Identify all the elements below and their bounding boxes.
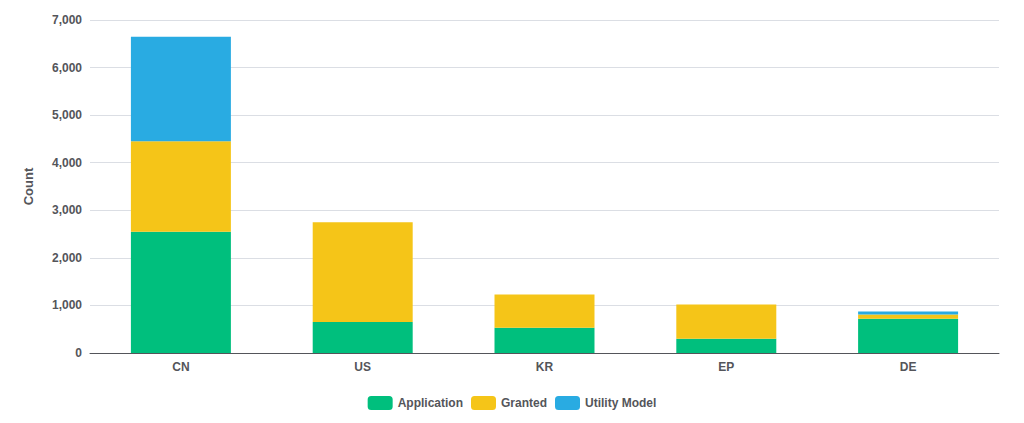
svg-text:EP: EP	[718, 360, 734, 374]
svg-text:0: 0	[75, 346, 82, 360]
svg-text:CN: CN	[172, 360, 189, 374]
svg-text:7,000: 7,000	[52, 13, 82, 27]
svg-text:6,000: 6,000	[52, 61, 82, 75]
svg-text:5,000: 5,000	[52, 108, 82, 122]
svg-text:US: US	[354, 360, 371, 374]
svg-text:1,000: 1,000	[52, 298, 82, 312]
svg-text:KR: KR	[536, 360, 554, 374]
svg-text:Granted: Granted	[501, 396, 547, 410]
svg-text:Count: Count	[21, 167, 36, 205]
svg-text:Utility Model: Utility Model	[585, 396, 656, 410]
svg-text:3,000: 3,000	[52, 203, 82, 217]
svg-text:DE: DE	[900, 360, 917, 374]
svg-text:4,000: 4,000	[52, 156, 82, 170]
svg-text:2,000: 2,000	[52, 251, 82, 265]
svg-text:Application: Application	[398, 396, 463, 410]
